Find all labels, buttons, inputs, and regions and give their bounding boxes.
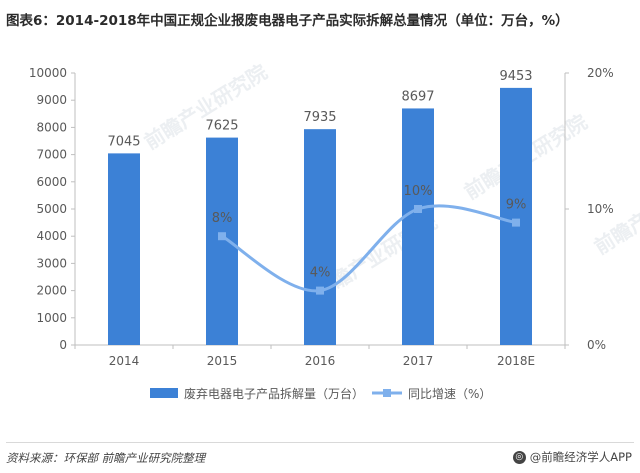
bar — [304, 129, 336, 345]
bar — [402, 108, 434, 346]
growth-rate-data-label: 9% — [506, 198, 527, 213]
x-axis-tick-label: 2014 — [109, 354, 140, 368]
bar — [206, 137, 238, 345]
bar — [500, 87, 532, 345]
growth-rate-line — [221, 204, 517, 293]
left-axis-tick-label: 5000 — [36, 202, 67, 216]
source-note: 资料来源：环保部 前瞻产业研究院整理 — [6, 451, 206, 465]
watermark-text: 前瞻产业研究院 — [140, 60, 271, 155]
legend-bar-swatch — [150, 388, 178, 398]
bar-data-label: 9453 — [499, 69, 532, 84]
brand-logo-icon: ◎ — [512, 450, 526, 464]
bar-data-label: 7935 — [303, 110, 336, 125]
brand-credit: ◎ @前瞻经济学人APP — [512, 449, 632, 465]
left-axis-tick-label: 6000 — [36, 175, 67, 189]
footer-divider — [6, 442, 634, 443]
legend-line-label: 同比增速（%） — [408, 387, 491, 401]
right-axis-tick-label: 10% — [587, 202, 614, 216]
growth-rate-marker — [414, 205, 422, 213]
bar-data-label: 7625 — [205, 119, 238, 134]
left-axis-tick-label: 4000 — [36, 229, 67, 243]
left-axis-tick-label: 7000 — [36, 148, 67, 162]
left-axis-tick-label: 0 — [59, 338, 67, 352]
growth-rate-data-label: 8% — [212, 211, 233, 226]
footer: 资料来源：环保部 前瞻产业研究院整理 ◎ @前瞻经济学人APP — [0, 440, 640, 473]
growth-rate-marker — [512, 218, 520, 227]
left-axis-tick-label: 2000 — [36, 284, 67, 298]
growth-rate-marker — [316, 286, 324, 295]
left-axis-tick-label: 3000 — [36, 256, 67, 270]
right-axis-tick-label: 20% — [587, 66, 614, 80]
left-axis-tick-label: 8000 — [36, 120, 67, 134]
x-axis-tick-label: 2016 — [305, 354, 336, 368]
x-axis-tick-label: 2015 — [207, 354, 238, 368]
left-axis-tick-label: 1000 — [36, 311, 67, 325]
x-axis-tick-label: 2018E — [497, 354, 535, 368]
growth-rate-data-label: 10% — [404, 184, 433, 199]
brand-text: @前瞻经济学人APP — [529, 450, 632, 464]
bar-data-label: 8697 — [401, 89, 434, 104]
growth-rate-data-label: 4% — [310, 266, 331, 281]
growth-rate-marker — [218, 232, 226, 241]
right-axis-tick-label: 0% — [587, 338, 606, 352]
chart-title: 图表6：2014-2018年中国正规企业报废电器电子产品实际拆解总量情况（单位：… — [6, 13, 569, 29]
left-axis-tick-label: 9000 — [36, 93, 67, 107]
x-axis-tick-label: 2017 — [403, 354, 434, 368]
legend-line-marker — [383, 389, 391, 397]
legend-bar-label: 废弃电器电子产品拆解量（万台） — [184, 386, 364, 401]
left-axis-tick-label: 10000 — [29, 66, 67, 80]
bar-data-label: 7045 — [107, 134, 140, 149]
chart-svg: 前瞻产业研究院前瞻产业研究院前瞻产业研究院前瞻产业研究院010002000300… — [29, 60, 640, 401]
bar — [108, 153, 140, 345]
